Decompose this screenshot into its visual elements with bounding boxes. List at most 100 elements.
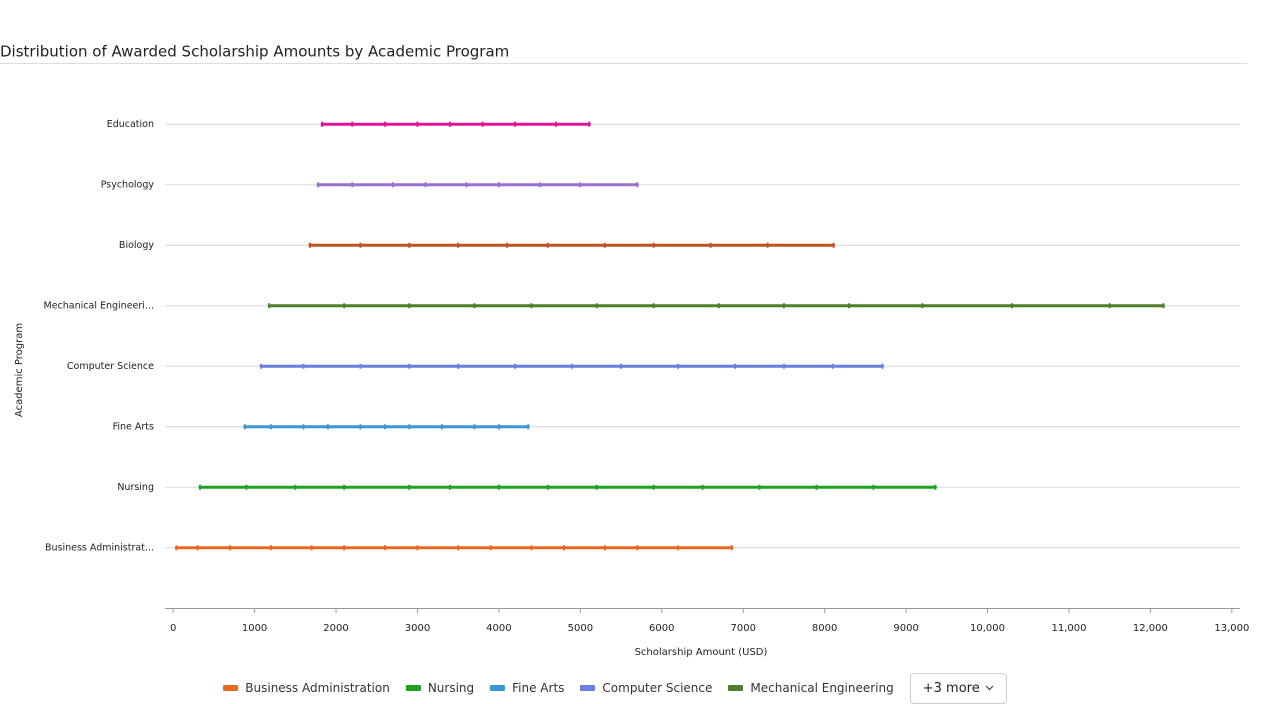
x-tick-label: 10,000 (970, 623, 1005, 634)
legend-more-text: +3 more (922, 680, 980, 696)
strip-point (554, 121, 557, 127)
strip-point (497, 484, 500, 490)
legend: Business Administration Nursing Fine Arts C… (0, 672, 1230, 704)
y-tick-label: Education (107, 119, 154, 130)
strip-point (343, 303, 346, 309)
strip-point (709, 242, 712, 248)
y-tick-label: Computer Science (67, 361, 154, 372)
strip-point (652, 303, 655, 309)
strip-point (921, 303, 924, 309)
y-tick-label: Business Administrat... (45, 542, 154, 553)
strip-point (506, 242, 509, 248)
strip-point (734, 363, 737, 369)
legend-more-button[interactable]: +3 more (909, 672, 1007, 704)
legend-item[interactable]: Computer Science (580, 681, 712, 695)
strip-point (175, 545, 178, 551)
strip-point (408, 242, 411, 248)
x-tick-label: 3000 (405, 623, 430, 634)
strip-point (538, 182, 541, 188)
x-tick-label: 12,000 (1133, 623, 1168, 634)
strip-point (196, 545, 199, 551)
x-tick-label: 2000 (323, 623, 348, 634)
strip-point (514, 363, 517, 369)
strip-point (245, 484, 248, 490)
strip-point (730, 545, 733, 551)
x-tick-label: 9000 (893, 623, 918, 634)
legend-swatch (405, 685, 421, 691)
y-tick-label: Mechanical Engineeri... (44, 300, 154, 311)
strip-point (383, 121, 386, 127)
strip-point (595, 484, 598, 490)
strip-point (229, 545, 232, 551)
x-tick-label: 6000 (649, 623, 674, 634)
legend-label: Nursing (427, 681, 475, 695)
strip-point (408, 303, 411, 309)
legend-swatch (580, 685, 596, 691)
strip-point (465, 182, 468, 188)
x-tick-label: 1000 (242, 623, 267, 634)
strip-point (473, 303, 476, 309)
x-axis-title: Scholarship Amount (USD) (635, 647, 768, 658)
legend-swatch (490, 685, 506, 691)
strip-point (832, 242, 835, 248)
strip-point (326, 424, 329, 430)
strip-point (677, 545, 680, 551)
strip-point (383, 424, 386, 430)
strip-point (701, 484, 704, 490)
strip-point (457, 363, 460, 369)
strip-point (1162, 303, 1165, 309)
strip-point (268, 303, 271, 309)
strip-point (603, 242, 606, 248)
strip-point (351, 182, 354, 188)
strip-point (359, 363, 362, 369)
strip-point (563, 545, 566, 551)
strip-point (416, 545, 419, 551)
legend-label: Computer Science (602, 681, 713, 695)
strip-point (527, 424, 530, 430)
strip-point (383, 545, 386, 551)
x-tick-label: 4000 (486, 623, 511, 634)
strip-point (848, 303, 851, 309)
y-tick-label: Psychology (101, 179, 155, 190)
y-tick-label: Biology (119, 240, 154, 251)
legend-item[interactable]: Fine Arts (490, 681, 564, 695)
strip-point (199, 484, 202, 490)
strip-point (302, 363, 305, 369)
strip-point (243, 424, 246, 430)
strip-point (302, 424, 305, 430)
strip-point (603, 545, 606, 551)
legend-swatch (223, 685, 239, 691)
legend-label: Mechanical Engineering (750, 681, 894, 695)
strip-point (652, 484, 655, 490)
strip-point (317, 182, 320, 188)
strip-point (416, 121, 419, 127)
strip-point (408, 484, 411, 490)
chevron-icon (985, 685, 994, 691)
strip-point (351, 121, 354, 127)
x-tick-label: 7000 (730, 623, 755, 634)
strip-point (588, 121, 591, 127)
strip-point (717, 303, 720, 309)
strip-point (457, 545, 460, 551)
strip-point (321, 121, 324, 127)
strip-point (449, 484, 452, 490)
legend-item[interactable]: Mechanical Engineering (728, 681, 894, 695)
strip-point (530, 303, 533, 309)
chart-title: Distribution of Awarded Scholarship Amou… (0, 43, 509, 61)
legend-item[interactable]: Business Administration (223, 681, 390, 695)
legend-label: Business Administration (245, 681, 390, 695)
strip-point (872, 484, 875, 490)
strip-point (473, 424, 476, 430)
legend-item[interactable]: Nursing (405, 681, 475, 695)
strip-point (449, 121, 452, 127)
x-tick-label: 13,000 (1214, 623, 1249, 634)
strip-point (260, 363, 263, 369)
strip-point (579, 182, 582, 188)
x-tick-label: 11,000 (1051, 623, 1086, 634)
x-tick-label: 8000 (812, 623, 837, 634)
strip-point (831, 363, 834, 369)
x-tick-label: 0 (170, 623, 176, 634)
strip-point (546, 484, 549, 490)
